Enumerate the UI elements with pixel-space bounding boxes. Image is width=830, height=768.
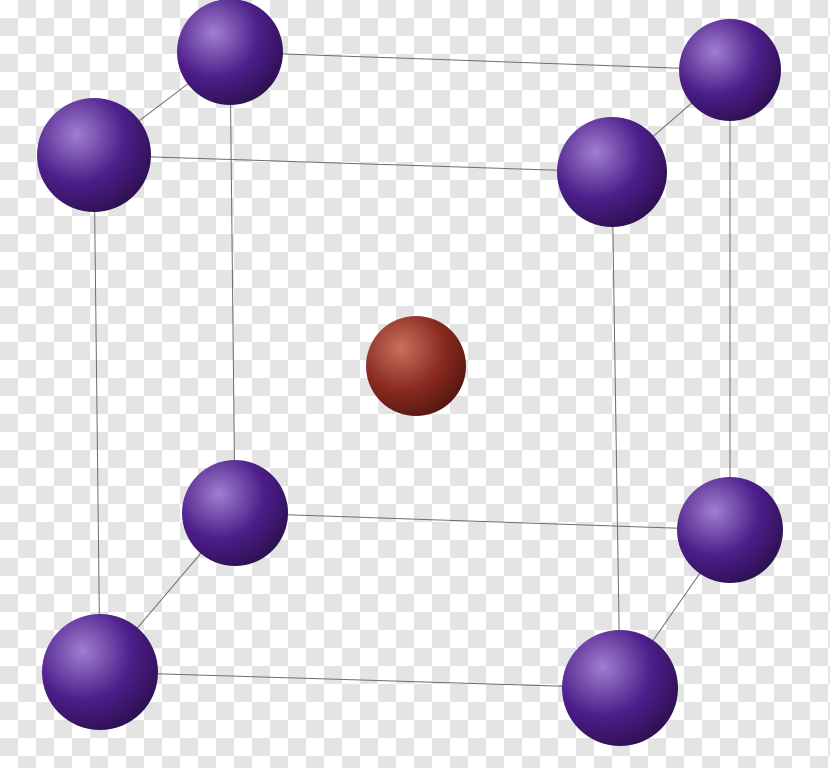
corner-atom	[177, 0, 283, 105]
corner-atom	[557, 117, 667, 227]
center-atom	[366, 316, 466, 416]
corner-atom	[562, 630, 678, 746]
cell-edge	[612, 172, 620, 688]
corner-atom	[182, 460, 288, 566]
cell-edge	[94, 155, 100, 672]
corner-atom	[679, 19, 781, 121]
cell-edge	[235, 513, 730, 530]
cell-edge	[100, 672, 620, 688]
corner-atom	[677, 477, 783, 583]
cell-edge	[230, 52, 730, 70]
cell-edge	[230, 52, 235, 513]
corner-atom	[37, 98, 151, 212]
corner-atom	[42, 614, 158, 730]
diagram-stage	[0, 0, 830, 768]
cell-edge	[94, 155, 612, 172]
